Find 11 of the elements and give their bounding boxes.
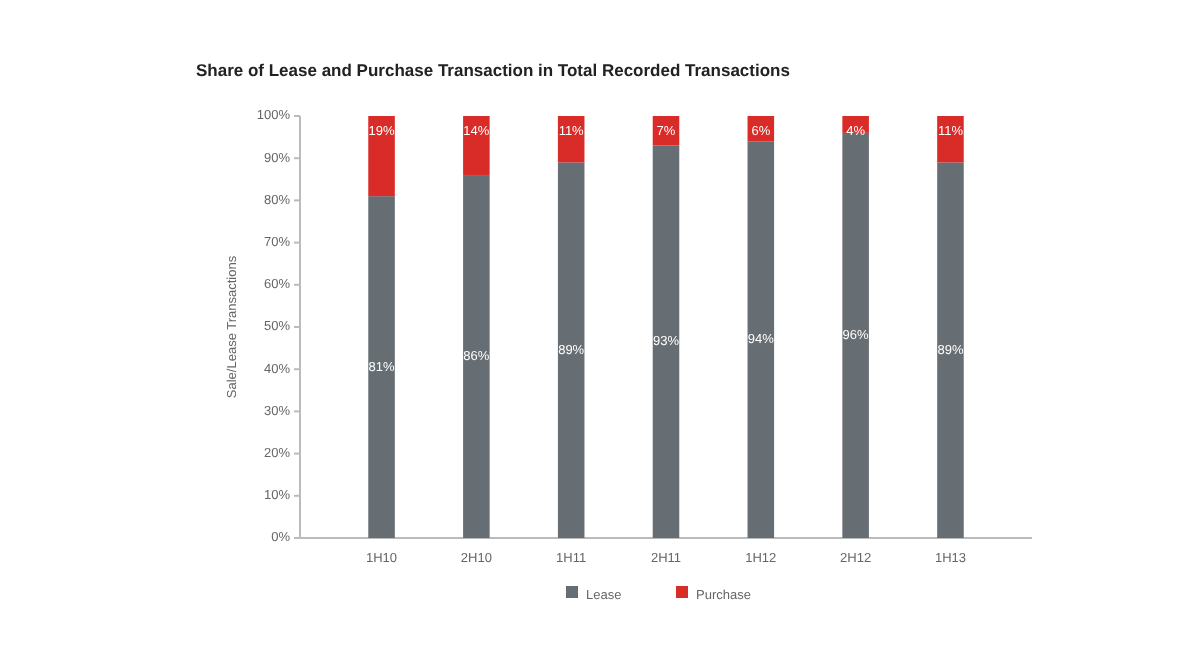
bar [937,116,964,163]
bar [463,116,490,176]
chart-title: Share of Lease and Purchase Transaction in Total Recorded Transactions [196,60,791,80]
bar [842,132,869,538]
bar [652,145,680,538]
bar [557,162,585,538]
bar [368,196,395,538]
bar [937,162,964,538]
bar [747,141,775,538]
bar [463,175,490,538]
bar [368,116,395,197]
